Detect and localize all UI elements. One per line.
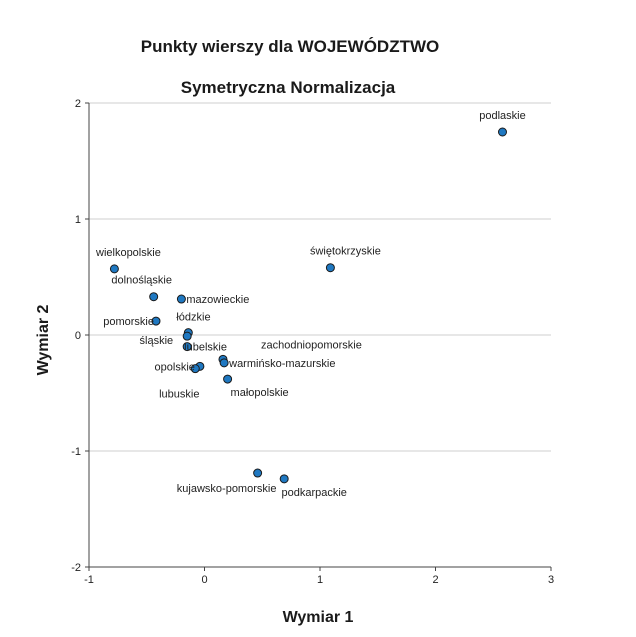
y-tick-label-0: -2: [71, 562, 81, 574]
data-point-10: [219, 358, 229, 368]
point-label-0: podlaskie: [479, 110, 525, 122]
point-label-2: wielkopolskie: [95, 247, 161, 259]
data-point-15: [279, 474, 289, 484]
data-point-8: [182, 342, 192, 352]
axes: [85, 102, 552, 571]
y-tick-label-3: 1: [75, 214, 81, 226]
point-label-8: lubelskie: [184, 342, 227, 354]
x-tick-label-2: 1: [317, 574, 323, 586]
data-point-4: [176, 294, 186, 304]
x-tick-label-0: -1: [84, 574, 94, 586]
data-point-14: [253, 468, 263, 478]
y-axis-title: Wymiar 2: [35, 304, 52, 375]
x-axis-title: Wymiar 1: [283, 609, 354, 626]
point-label-7: śląskie: [140, 335, 174, 347]
chart-subtitle: Symetryczna Normalizacja: [181, 78, 396, 97]
y-tick-label-1: -1: [71, 446, 81, 458]
y-tick-label-4: 2: [75, 98, 81, 110]
grid-lines: [89, 102, 551, 452]
point-label-4: mazowieckie: [186, 294, 249, 306]
data-point-2: [109, 264, 119, 274]
point-label-13: małopolskie: [231, 387, 289, 399]
point-label-9: zachodniopomorskie: [261, 339, 362, 351]
y-tick-label-2: 0: [75, 330, 81, 342]
data-point-12: [190, 364, 200, 374]
data-point-3: [149, 292, 159, 302]
point-labels: podlaskie świętokrzyskie wielkopolskie doln…: [95, 110, 526, 499]
x-tick-label-3: 2: [432, 574, 438, 586]
point-label-12: lubuskie: [159, 389, 199, 401]
x-tick-label-1: 0: [201, 574, 207, 586]
point-label-10: warmińsko-mazurskie: [228, 358, 335, 370]
point-label-11: opolskie: [155, 361, 195, 373]
data-point-0: [497, 127, 507, 137]
data-point-13: [223, 374, 233, 384]
point-label-15: podkarpackie: [281, 487, 346, 499]
data-point-1: [325, 263, 335, 273]
data-point-7: [182, 331, 192, 341]
data-points: [109, 127, 507, 484]
point-label-6: łódzkie: [176, 312, 210, 324]
point-label-3: dolnośląskie: [111, 275, 172, 287]
point-label-1: świętokrzyskie: [310, 246, 381, 258]
data-point-5: [151, 316, 161, 326]
chart-title: Punkty wierszy dla WOJEWÓDZTWO: [141, 37, 439, 56]
point-label-14: kujawsko-pomorskie: [177, 483, 277, 495]
x-tick-label-4: 3: [548, 574, 554, 586]
point-label-5: pomorskie: [103, 316, 154, 328]
